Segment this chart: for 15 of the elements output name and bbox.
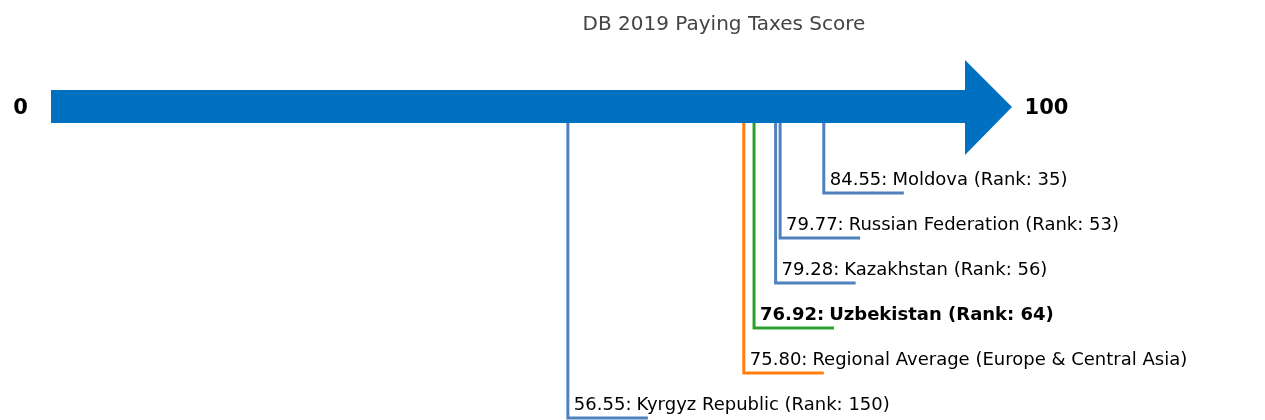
category-label: Uzbekistan (Rank: 64) — [829, 303, 1054, 324]
text: 100 — [1024, 95, 1069, 120]
category-label: Regional Average (Europe & Central Asia) — [812, 348, 1188, 369]
data-label: 75.80: — [749, 348, 808, 369]
data-label: 84.55: — [829, 168, 888, 189]
data-label: 76.92: — [760, 303, 825, 324]
category-label: Kazakhstan (Rank: 56) — [844, 258, 1048, 279]
data-label: 79.77: — [786, 213, 844, 234]
category-label: Russian Federation (Rank: 53) — [848, 213, 1120, 234]
category-label: Kyrgyz Republic (Rank: 150) — [636, 393, 890, 414]
text: 0 — [13, 95, 28, 120]
text: DB 2019 Paying Taxes Score — [582, 11, 866, 35]
category-label: Moldova (Rank: 35) — [892, 168, 1068, 189]
data-label: 79.28: — [781, 258, 840, 279]
data-label: 56.55: — [573, 393, 632, 414]
